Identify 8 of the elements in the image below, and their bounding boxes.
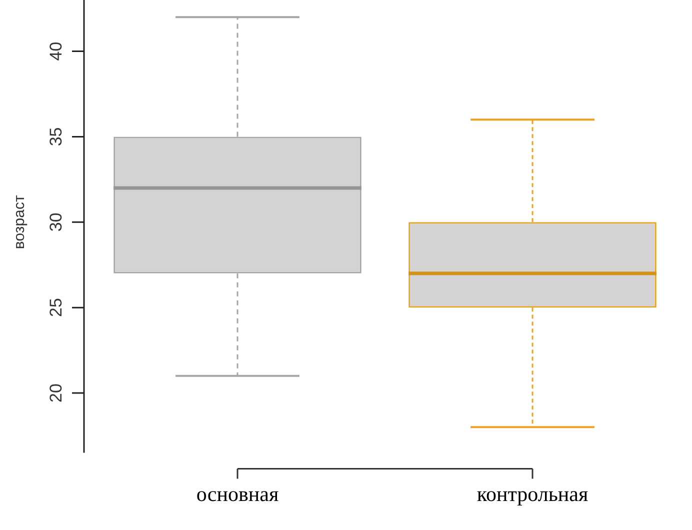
- y-axis-title: возраст: [11, 195, 28, 250]
- y-tick-label: 40: [46, 42, 66, 61]
- y-tick-label: 25: [46, 298, 66, 318]
- y-tick-label: 30: [46, 212, 66, 232]
- x-tick-label: контрольная: [476, 482, 588, 506]
- x-tick-label: основная: [196, 482, 279, 506]
- y-tick-label: 20: [46, 384, 66, 402]
- y-tick-label: 35: [46, 127, 66, 146]
